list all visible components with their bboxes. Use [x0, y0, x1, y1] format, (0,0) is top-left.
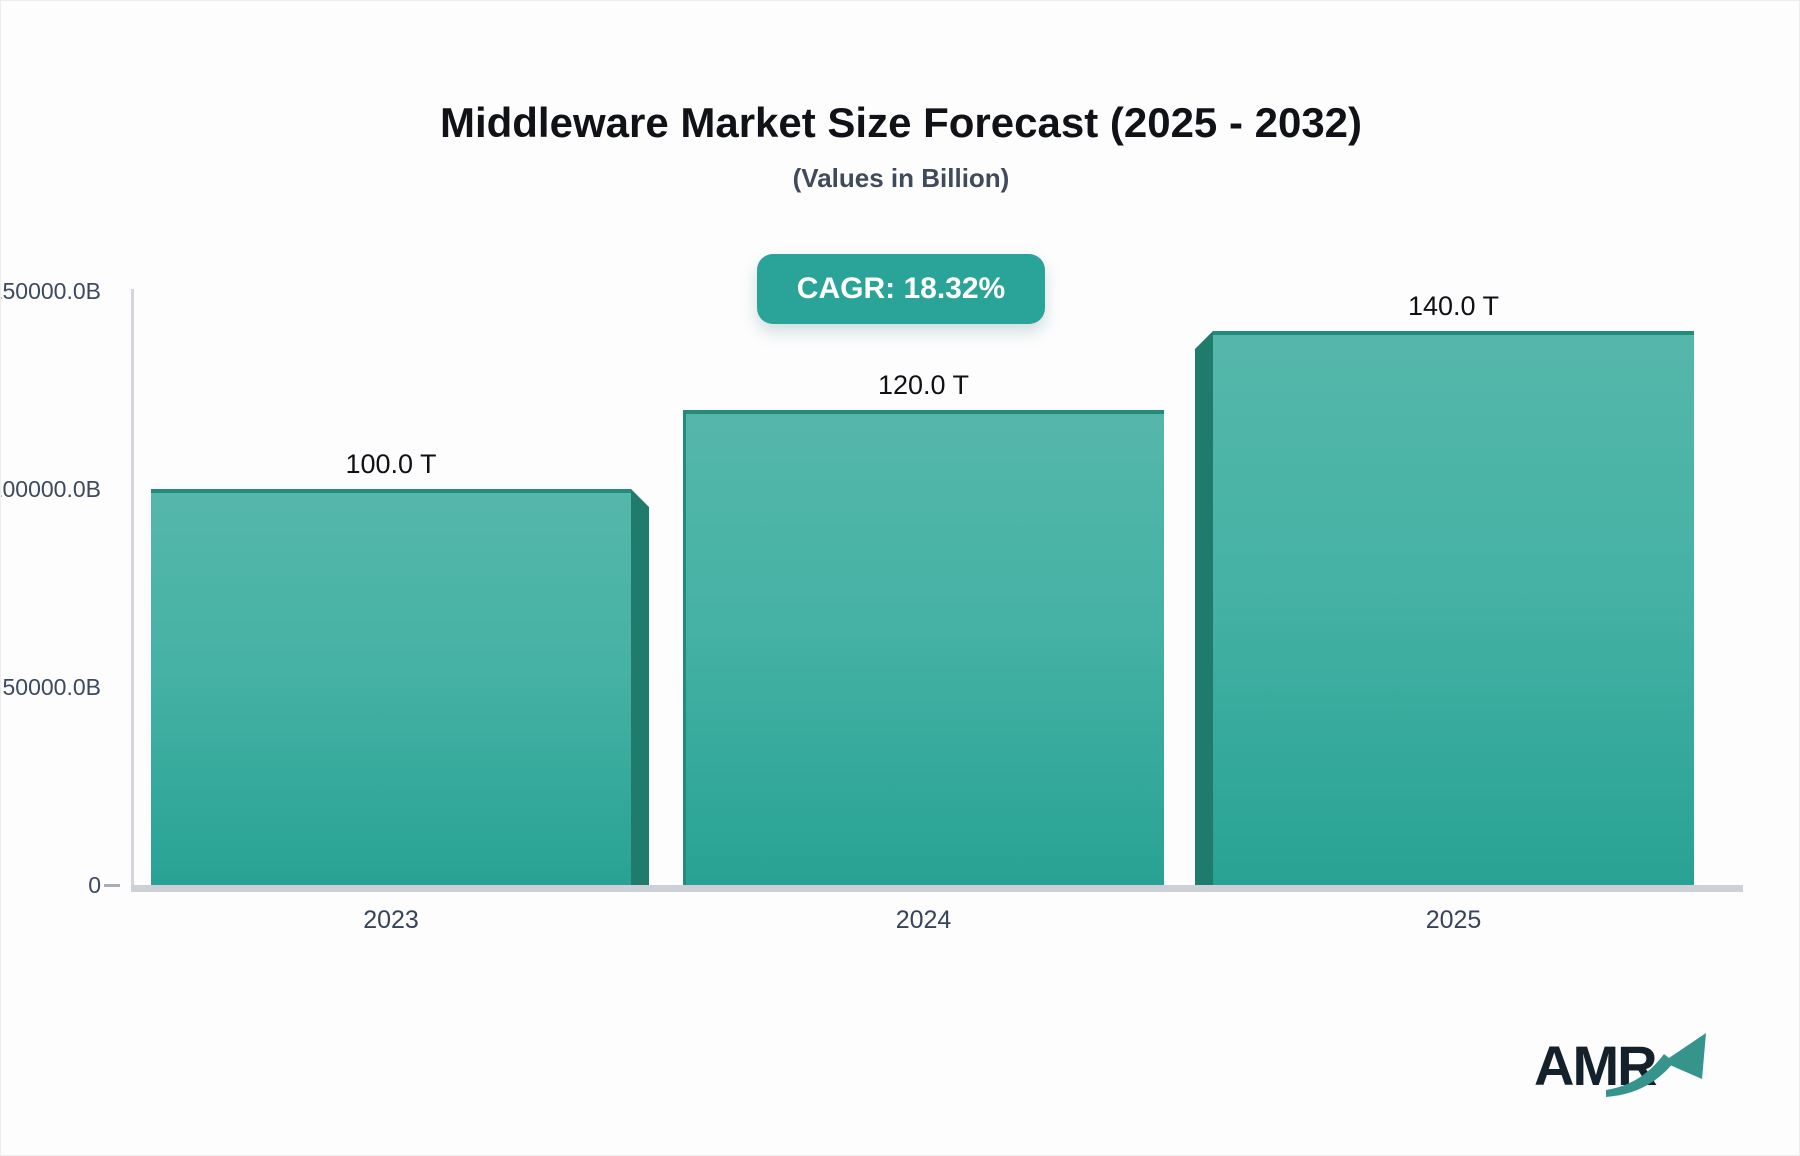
cagr-badge: CAGR: 18.32%	[756, 254, 1046, 324]
bar-value-label: 100.0 T	[345, 449, 437, 479]
bar-value-label: 140.0 T	[1407, 291, 1500, 321]
bar-3d-side-2023	[631, 489, 649, 885]
amr-logo: AMR	[1534, 1033, 1734, 1127]
y-axis-label: 0	[88, 872, 101, 898]
x-axis-label: 2024	[895, 906, 952, 934]
bar-value-label: 120.0 T	[877, 370, 970, 400]
cagr-badge-row: CAGR: 18.32%	[1, 254, 1799, 324]
chart-subtitle: (Values in Billion)	[792, 163, 1010, 193]
bar-2024	[683, 410, 1164, 885]
x-axis-label: 2023	[363, 906, 419, 934]
chart-title: Middleware Market Size Forecast (2025 - …	[439, 99, 1363, 146]
y-axis-label: 150000.0B	[0, 278, 101, 304]
y-axis-label: 50000.0B	[2, 674, 101, 700]
bar-2025	[1213, 331, 1694, 885]
growth-arrow-icon	[1606, 1031, 1716, 1105]
bar-3d-side-2025	[1195, 331, 1213, 885]
y-axis-label: 100000.0B	[0, 476, 101, 502]
x-axis-baseline	[131, 885, 1743, 892]
zero-tick-mark-icon	[104, 884, 120, 887]
y-axis-line	[131, 289, 134, 889]
bar-2023	[151, 489, 631, 885]
x-axis-label: 2025	[1425, 906, 1482, 934]
